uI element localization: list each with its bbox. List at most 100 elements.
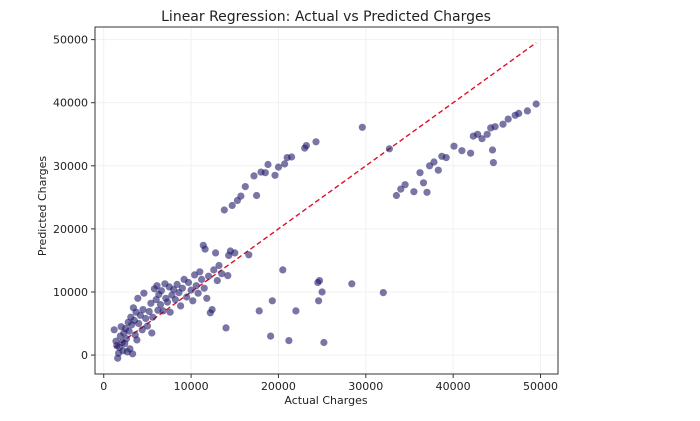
scatter-point (416, 169, 424, 177)
scatter-point (348, 280, 356, 288)
scatter-point (149, 313, 157, 321)
x-tick-label: 50000 (523, 380, 558, 393)
scatter-point (147, 299, 155, 307)
scatter-point (285, 337, 293, 345)
scatter-point (228, 201, 236, 210)
chart-title: Linear Regression: Actual vs Predicted C… (161, 9, 491, 25)
scatter-point (279, 266, 287, 274)
data-points (110, 100, 540, 362)
scatter-point (170, 285, 178, 294)
scatter-point (148, 329, 156, 337)
scatter-point (222, 324, 230, 332)
scatter-point (213, 277, 221, 285)
scatter-point (191, 271, 199, 279)
scatter-point (220, 206, 228, 214)
y-tick-label: 30000 (53, 160, 88, 173)
scatter-point (385, 145, 393, 153)
scatter-point (136, 311, 144, 319)
scatter-point (358, 123, 366, 131)
scatter-point (478, 135, 486, 143)
scatter-point (178, 284, 186, 292)
scatter-point (261, 169, 269, 177)
scatter-point (474, 130, 482, 138)
scatter-point (171, 296, 179, 304)
scatter-point (154, 306, 162, 314)
scatter-point (142, 314, 150, 323)
scatter-point (488, 146, 497, 154)
scatter-point (140, 289, 148, 297)
scatter-point (274, 163, 283, 171)
scatter-point (458, 147, 466, 155)
scatter-point (194, 289, 202, 297)
scatter-point (129, 350, 137, 358)
scatter-point (491, 123, 499, 131)
scatter-point (183, 293, 191, 301)
scatter-point (166, 308, 174, 316)
scatter-point (434, 166, 442, 174)
scatter-point (281, 160, 289, 168)
scatter-point (245, 251, 253, 259)
x-axis-label: Actual Charges (284, 394, 367, 407)
scatter-point (201, 245, 209, 253)
scatter-point (442, 154, 450, 162)
scatter-point (145, 307, 153, 316)
scatter-point (184, 278, 193, 287)
x-tick-label: 0 (100, 380, 107, 393)
y-tick-label: 40000 (53, 97, 88, 110)
scatter-point (138, 326, 146, 334)
scatter-point (200, 284, 208, 292)
scatter-point (215, 261, 223, 270)
scatter-point (237, 192, 245, 200)
scatter-point (122, 335, 130, 343)
scatter-point (156, 301, 165, 309)
scatter-point (532, 100, 540, 108)
scatter-point (320, 338, 328, 347)
x-tick-label: 40000 (436, 380, 471, 393)
scatter-point (264, 160, 272, 169)
scatter-point (419, 179, 428, 187)
y-tick-label: 0 (81, 349, 88, 362)
scatter-point (133, 336, 141, 344)
scatter-point (268, 297, 276, 305)
y-tick-label: 20000 (53, 223, 88, 236)
scatter-point (504, 115, 512, 123)
scatter-point (401, 181, 409, 189)
scatter-point (315, 277, 324, 285)
y-axis-ticks: 0 10000 20000 30000 40000 50000 (53, 34, 95, 362)
scatter-point (159, 307, 167, 315)
scatter-point (205, 272, 213, 280)
scatter-point (231, 249, 239, 257)
scatter-point (203, 294, 211, 302)
scatter-point (292, 307, 300, 315)
scatter-point (315, 297, 323, 305)
scatter-point (318, 288, 326, 296)
grid (95, 27, 558, 374)
scatter-point (483, 130, 491, 138)
x-axis-ticks: 0 10000 20000 30000 40000 50000 (100, 374, 558, 393)
scatter-point (208, 306, 216, 314)
scatter-point (397, 185, 405, 193)
scatter-point (241, 183, 249, 191)
y-tick-label: 50000 (53, 34, 88, 47)
scatter-point (212, 249, 220, 257)
scatter-point (499, 120, 507, 128)
scatter-point (255, 307, 263, 315)
scatter-point (430, 158, 438, 166)
scatter-point (187, 286, 195, 294)
scatter-point (253, 191, 261, 200)
x-tick-label: 30000 (348, 380, 383, 393)
scatter-point (218, 270, 226, 278)
scatter-point (189, 297, 197, 305)
scatter-point (157, 287, 165, 295)
scatter-point (523, 107, 532, 115)
scatter-point (139, 306, 147, 314)
scatter-point (379, 289, 387, 297)
scatter-point (489, 159, 497, 167)
x-tick-label: 20000 (261, 380, 296, 393)
y-axis-label: Predicted Charges (36, 156, 49, 257)
reference-line-group (113, 42, 537, 349)
scatter-point (302, 142, 310, 150)
plot-area-frame (94, 26, 559, 375)
scatter-point (192, 282, 200, 290)
